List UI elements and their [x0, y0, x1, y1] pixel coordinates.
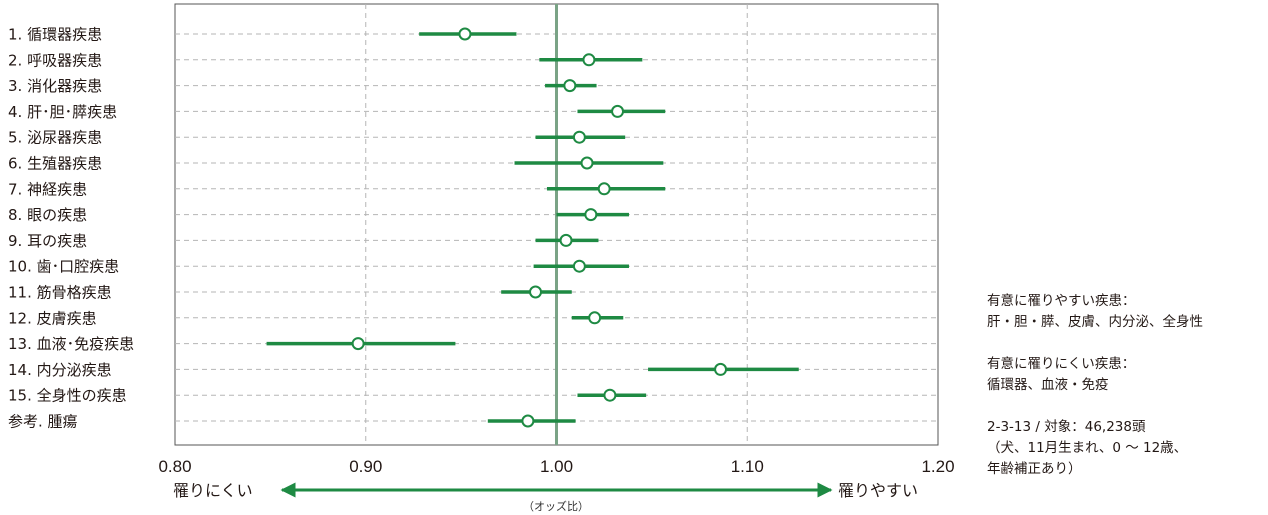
- direction-label-right: 罹りやすい: [838, 481, 918, 500]
- source-line-2: （犬、11月生まれ、0 ～ 12歳、: [987, 440, 1188, 456]
- x-tick-label: 1.00: [540, 457, 573, 476]
- x-tick-label: 1.20: [921, 457, 954, 476]
- category-label: 8. 眼の疾患: [8, 206, 87, 224]
- category-label: 15. 全身性の疾患: [8, 387, 127, 405]
- category-label: 2. 呼吸器疾患: [8, 51, 102, 69]
- category-label: 14. 内分泌疾患: [8, 361, 112, 379]
- estimates-layer: [266, 27, 799, 428]
- odds-ratio-point: [521, 414, 535, 428]
- notes-panel: 有意に罹りやすい疾患： 肝・胆・膵、皮膚、内分泌、全身性 有意に罹りにくい疾患：…: [987, 291, 1265, 480]
- unlikely-list: 循環器、血液・免疫: [987, 377, 1109, 393]
- odds-ratio-point: [584, 208, 598, 222]
- odds-ratio-point: [458, 27, 472, 41]
- odds-ratio-point: [611, 104, 625, 118]
- x-tick-label: 1.10: [731, 457, 764, 476]
- category-label: 12. 皮膚疾患: [8, 309, 97, 327]
- odds-ratio-point: [597, 182, 611, 196]
- odds-ratio-point: [563, 79, 577, 93]
- odds-ratio-point: [529, 285, 543, 299]
- category-label: 4. 肝･胆･膵疾患: [8, 103, 117, 121]
- x-tick-label: 0.80: [158, 457, 191, 476]
- x-tick-labels: 0.80 0.90 1.00 1.10 1.20: [158, 457, 954, 476]
- unlikely-heading: 有意に罹りにくい疾患：: [987, 356, 1136, 372]
- odds-ratio-point: [351, 337, 365, 351]
- likely-list: 肝・胆・膵、皮膚、内分泌、全身性: [987, 314, 1203, 330]
- category-label: 5. 泌尿器疾患: [8, 129, 102, 147]
- source-line-3: 年齢補正あり）: [987, 461, 1082, 477]
- odds-ratio-point: [588, 311, 602, 325]
- odds-ratio-point: [572, 259, 586, 273]
- category-label: 6. 生殖器疾患: [8, 155, 102, 173]
- odds-ratio-point: [714, 362, 728, 376]
- category-label: 11. 筋骨格疾患: [8, 284, 112, 302]
- category-label: 10. 歯･口腔疾患: [8, 258, 119, 276]
- likely-heading: 有意に罹りやすい疾患：: [987, 293, 1136, 309]
- x-axis-caption: （オッズ比）: [523, 499, 589, 513]
- category-label: 3. 消化器疾患: [8, 77, 102, 95]
- category-labels: 1. 循環器疾患 2. 呼吸器疾患 3. 消化器疾患 4. 肝･胆･膵疾患 5. 泌尿器…: [8, 26, 134, 431]
- category-label: 7. 神経疾患: [8, 180, 87, 198]
- category-label: 1. 循環器疾患: [8, 26, 102, 44]
- source-line-1: 2-3-13 / 対象：46,238頭: [987, 419, 1146, 435]
- odds-ratio-point: [559, 233, 573, 247]
- odds-ratio-point: [572, 130, 586, 144]
- category-label: 参考. 腫瘍: [8, 413, 78, 431]
- direction-label-left: 罹りにくい: [173, 481, 253, 500]
- x-tick-label: 0.90: [349, 457, 382, 476]
- odds-ratio-point: [582, 53, 596, 67]
- category-label: 13. 血液･免疫疾患: [8, 335, 134, 353]
- odds-ratio-point: [603, 388, 617, 402]
- odds-ratio-point: [580, 156, 594, 170]
- category-label: 9. 耳の疾患: [8, 232, 87, 250]
